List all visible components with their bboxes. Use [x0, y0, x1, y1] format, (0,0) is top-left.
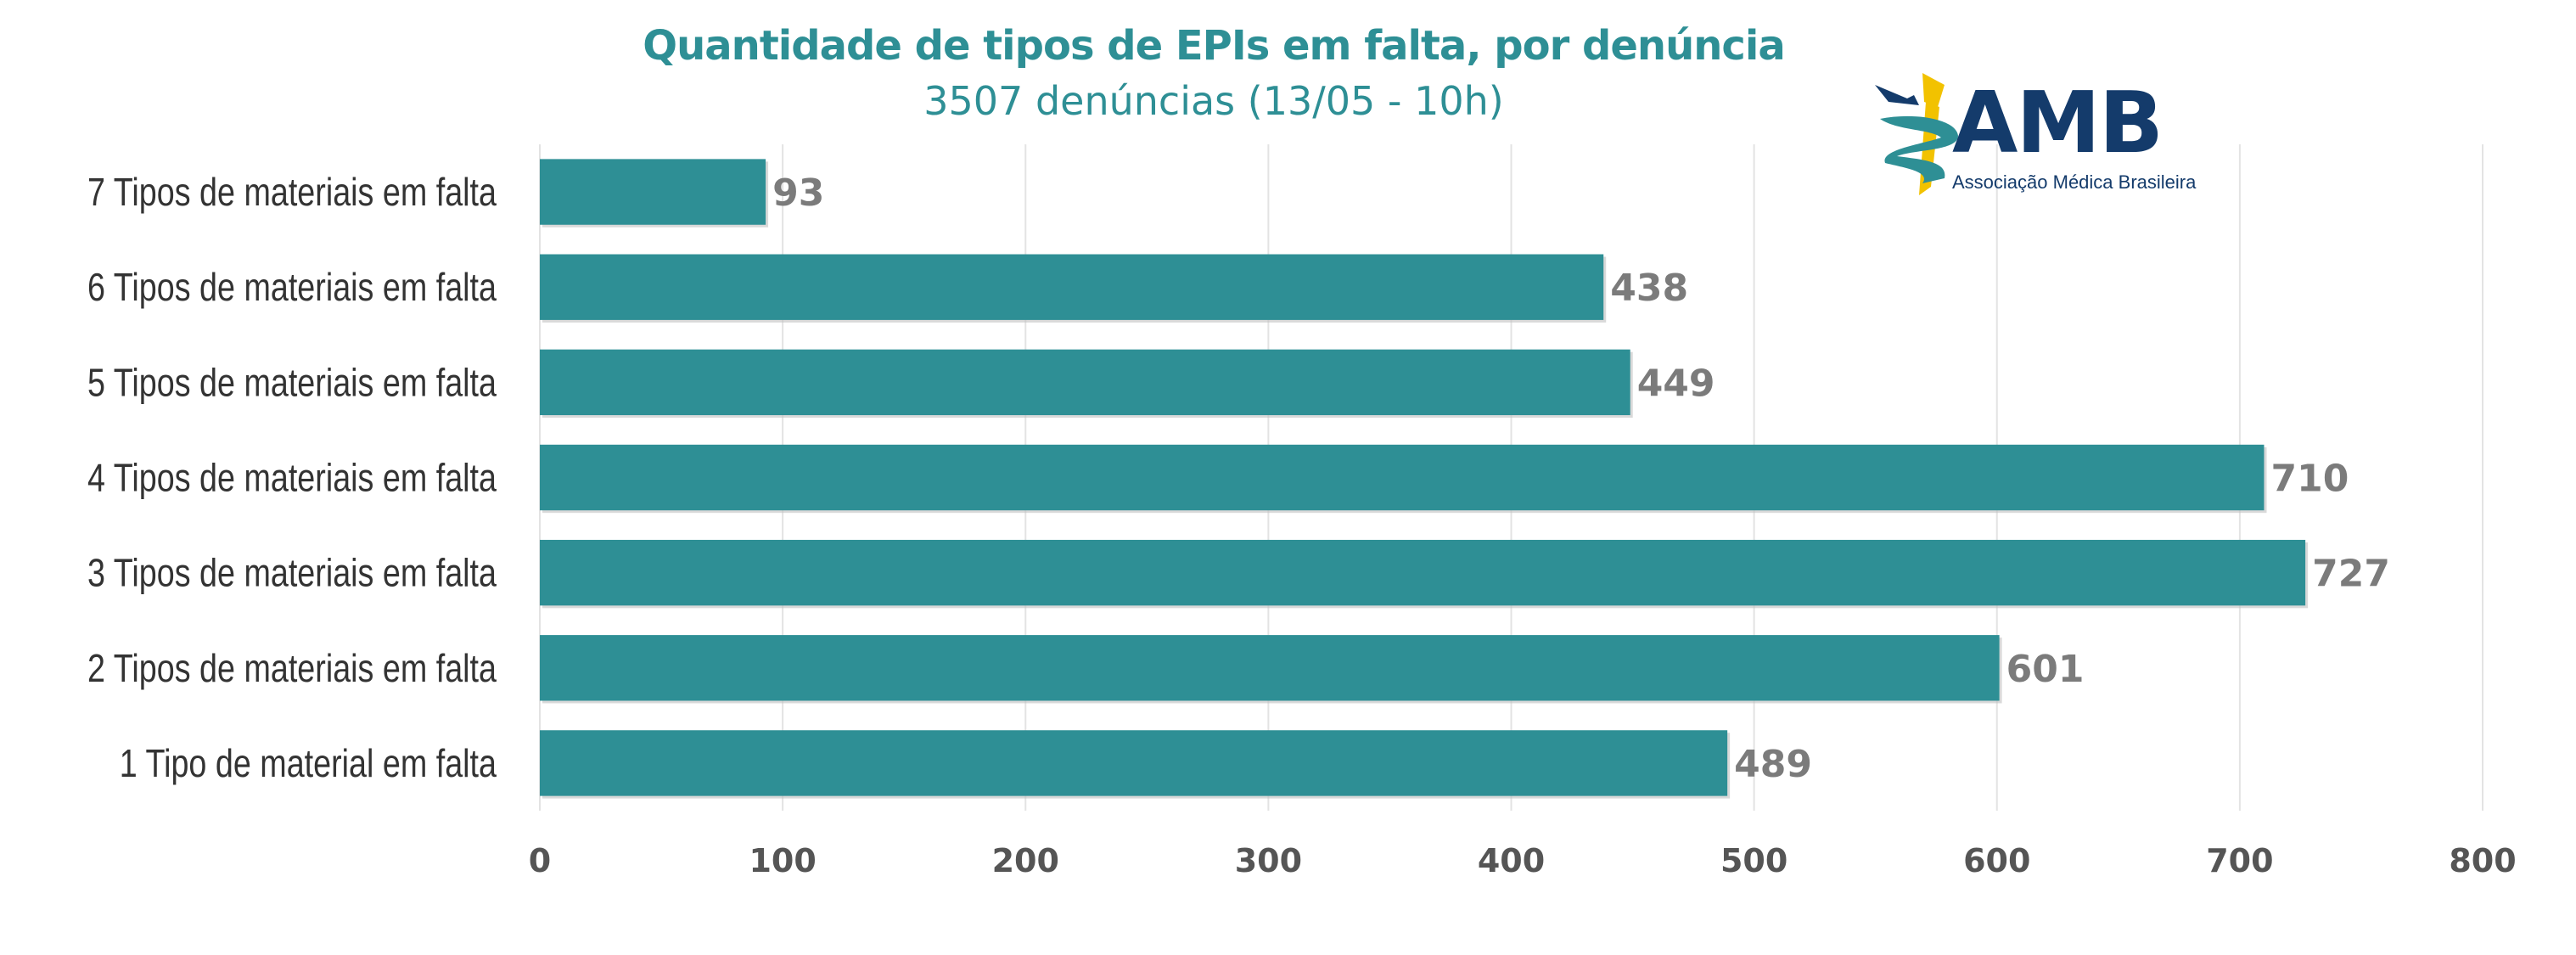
caduceus-icon: [1875, 73, 1958, 195]
x-tick-label: 400: [1478, 842, 1545, 879]
category-label: 2 Tipos de materiais em falta: [87, 646, 497, 689]
logo-wordmark: AMB: [1952, 73, 2164, 172]
chart-subtitle: 3507 denúncias (13/05 - 10h): [923, 78, 1504, 124]
category-label: 3 Tipos de materiais em falta: [87, 551, 497, 594]
x-tick-label: 500: [1720, 842, 1787, 879]
x-tick-label: 700: [2206, 842, 2273, 879]
bar: [540, 635, 2000, 701]
data-label: 449: [1637, 362, 1715, 405]
data-label: 601: [2006, 648, 2085, 691]
data-label: 93: [772, 171, 824, 215]
category-label: 7 Tipos de materiais em falta: [87, 171, 497, 214]
data-label: 438: [1610, 267, 1688, 310]
x-tick-label: 200: [992, 842, 1059, 879]
bar: [540, 444, 2265, 511]
chart-title: Quantidade de tipos de EPIs em falta, po…: [643, 22, 1785, 70]
x-tick-label: 800: [2449, 842, 2516, 879]
x-tick-label: 0: [529, 842, 551, 879]
bar: [540, 730, 1728, 796]
category-label: 5 Tipos de materiais em falta: [87, 361, 497, 404]
bar: [540, 254, 1604, 320]
x-tick-label: 600: [1963, 842, 2030, 879]
category-label: 6 Tipos de materiais em falta: [87, 266, 497, 309]
data-label: 727: [2312, 553, 2390, 596]
amb-logo: [1875, 73, 1958, 195]
bar: [540, 349, 1630, 416]
bars: [540, 159, 2309, 799]
category-label: 1 Tipo de material em falta: [120, 741, 497, 784]
data-label: 489: [1734, 743, 1812, 786]
category-label: 4 Tipos de materiais em falta: [87, 456, 497, 499]
bar: [540, 539, 2306, 606]
x-tick-label: 100: [749, 842, 816, 879]
logo-subtitle: Associação Médica Brasileira: [1952, 171, 2197, 193]
labels: 0 100 200 300 400 500 600 700 800 7 Tipos de mate…: [87, 171, 2517, 879]
x-tick-label: 300: [1235, 842, 1302, 879]
bar: [540, 159, 766, 225]
data-label: 710: [2270, 458, 2349, 501]
